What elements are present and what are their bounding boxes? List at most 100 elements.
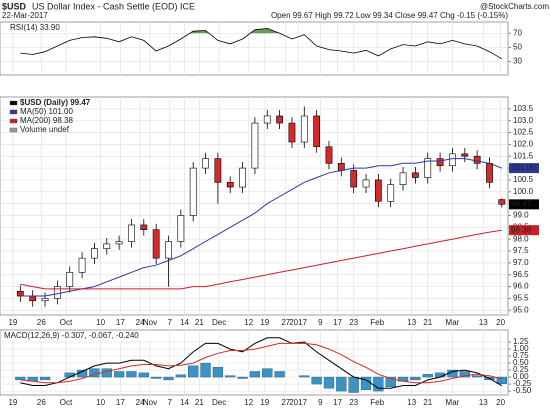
histogram-bar <box>471 375 483 378</box>
value-tag <box>509 163 539 174</box>
histogram-bar <box>496 376 507 384</box>
candle-body <box>66 272 74 287</box>
x-tick-label: 7 <box>168 398 173 407</box>
x-tick-label: 9 <box>318 318 323 327</box>
x-tick-label: Nov <box>143 318 157 327</box>
x-tick-label: 21 <box>423 318 432 327</box>
x-tick-label: 12 <box>244 398 253 407</box>
x-tick-label: 13 <box>407 318 416 327</box>
symbol: $USD <box>2 1 27 11</box>
y-tick-label: 103.0 <box>513 116 534 125</box>
candle-body <box>313 115 321 148</box>
candle-body <box>140 224 148 230</box>
candle-body <box>214 158 222 183</box>
x-tick-label: 7 <box>168 318 173 327</box>
histogram-bar <box>151 376 162 379</box>
y-tick-label: 99.0 <box>513 211 529 220</box>
y-tick-label: 102.5 <box>513 128 534 137</box>
y-tick-label: 0.75 <box>513 351 529 360</box>
candle-body <box>165 241 172 259</box>
histogram-bar <box>188 365 199 378</box>
histogram-bar <box>138 372 149 378</box>
x-tick-label: 17 <box>333 398 342 407</box>
candle-body <box>399 172 407 185</box>
histogram-bar <box>237 376 248 379</box>
rsi-line <box>20 27 502 60</box>
x-tick-label: Mar <box>446 318 460 327</box>
candle-body <box>276 115 283 124</box>
candle-body <box>412 172 419 178</box>
y-tick-label: -0.25 <box>513 379 532 388</box>
macd-line <box>20 342 502 384</box>
y-tick-label: -0.50 <box>513 386 532 395</box>
x-tick-label: 19 <box>8 318 17 327</box>
candle-body <box>436 158 444 167</box>
histogram-bar <box>200 362 211 378</box>
x-tick-label: 13 <box>479 398 488 407</box>
candle-body <box>226 182 234 188</box>
candle-body <box>473 155 481 164</box>
value-tag-label: 98.38 <box>511 225 532 234</box>
histogram-bar <box>422 374 433 378</box>
candle-body <box>41 298 49 302</box>
x-tick-label: 19 <box>260 398 269 407</box>
candle-body <box>29 295 37 302</box>
source: @StockCharts.com <box>480 2 549 11</box>
candle-body <box>350 170 358 188</box>
candle-body <box>449 153 456 167</box>
x-tick-label: 21 <box>195 398 204 407</box>
histogram-bar <box>274 371 285 378</box>
candle-body <box>424 158 432 178</box>
histogram-bar <box>15 376 26 381</box>
y-tick-label: 30 <box>513 57 522 66</box>
y-tick-label: 1.00 <box>513 344 529 353</box>
candle-body <box>53 286 61 299</box>
histogram-bar <box>126 371 137 378</box>
histogram-bar <box>175 374 186 378</box>
candle-body <box>152 229 160 259</box>
histogram-bar <box>336 376 347 392</box>
x-tick-label: 10 <box>96 318 105 327</box>
candle-body <box>239 167 246 188</box>
x-tick-label: 27 <box>281 398 290 407</box>
x-tick-label: 27 <box>281 318 290 327</box>
y-tick-label: 95.5 <box>513 294 529 303</box>
x-tick-label: 26 <box>37 398 46 407</box>
x-tick-label: Nov <box>143 398 157 407</box>
candle-body <box>325 146 333 164</box>
candle-body <box>498 199 506 205</box>
candle-body <box>486 163 493 183</box>
histogram-bar <box>212 367 224 378</box>
histogram-bar <box>323 376 335 389</box>
title-bg <box>2 332 152 341</box>
x-tick-label: Mar <box>446 398 460 407</box>
instrument-title: US Dollar Index - Cash Settle (EOD) ICE <box>32 1 195 11</box>
candle-body <box>263 115 271 124</box>
y-tick-label: 97.5 <box>513 246 529 255</box>
x-tick-label: 9 <box>318 398 323 407</box>
x-tick-label: 24 <box>136 318 145 327</box>
legend-label: Volume undef <box>20 125 70 134</box>
candle-body <box>78 257 86 273</box>
x-tick-label: 10 <box>96 398 105 407</box>
x-tick-label: 14 <box>180 318 189 327</box>
y-tick-label: 95.0 <box>513 305 529 314</box>
y-tick-label: 96.0 <box>513 282 529 291</box>
histogram-bar <box>299 375 310 378</box>
x-tick-label: 19 <box>8 398 17 407</box>
histogram-bar <box>101 368 112 378</box>
y-tick-label: 98.0 <box>513 234 529 243</box>
x-tick-label: 20 <box>496 318 505 327</box>
value-tag <box>509 199 539 210</box>
y-tick-label: 50 <box>513 43 522 52</box>
legend-label: MA(200) 98.38 <box>20 116 73 125</box>
x-tick-label: 13 <box>479 318 488 327</box>
panel-frame <box>0 21 509 76</box>
candle-body <box>128 224 135 242</box>
histogram-bar <box>410 376 421 381</box>
candle-body <box>251 122 259 169</box>
x-tick-label: Dec <box>212 398 226 407</box>
legend-swatch <box>9 127 18 133</box>
